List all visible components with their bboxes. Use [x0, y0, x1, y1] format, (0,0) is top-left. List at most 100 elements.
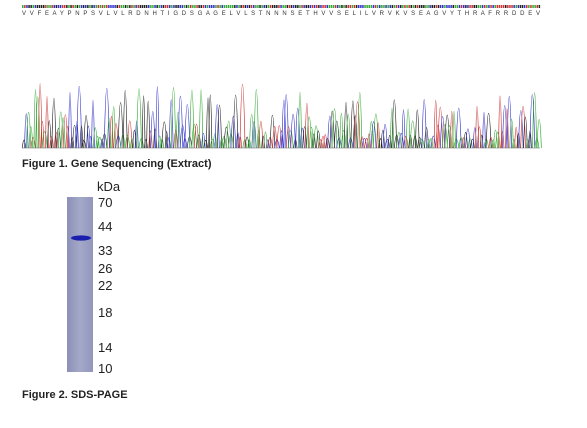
trace-peak: [129, 138, 135, 149]
base-call: [244, 5, 247, 8]
base-call: [158, 5, 160, 8]
base-call: [475, 5, 478, 8]
base-call: [24, 5, 26, 8]
trace-peak: [120, 133, 126, 149]
trace-peak: [288, 130, 294, 149]
base-call: [217, 5, 219, 8]
trace-peak: [103, 88, 110, 149]
trace-peak: [340, 129, 347, 149]
trace-peak: [520, 106, 526, 149]
trace-peak: [28, 126, 34, 149]
base-call: [276, 5, 278, 8]
trace-peak: [295, 108, 301, 149]
trace-peak: [109, 115, 114, 149]
base-call: [330, 5, 333, 8]
trace-peak: [309, 126, 314, 149]
base-call: [490, 5, 492, 8]
trace-peak: [276, 125, 283, 149]
base-call: [286, 5, 289, 8]
trace-peak: [184, 104, 191, 149]
trace-peak: [203, 139, 208, 149]
base-call: [139, 5, 142, 8]
base-call: [89, 5, 91, 8]
base-call: [173, 5, 175, 8]
trace-peak: [122, 90, 128, 149]
base-call: [57, 5, 60, 8]
base-call: [515, 5, 517, 8]
base-call: [393, 5, 396, 8]
trace-peak: [157, 135, 162, 149]
base-call: [34, 5, 37, 8]
marker-label: 33: [98, 243, 112, 258]
trace-peak: [339, 112, 344, 149]
trace-peak: [298, 92, 302, 149]
figure-caption: Figure 1. Gene Sequencing (Extract): [22, 158, 212, 170]
trace-peak: [318, 139, 324, 149]
trace-peak: [446, 125, 453, 149]
trace-peak: [56, 127, 61, 149]
base-call: [261, 5, 263, 8]
base-call: [467, 5, 469, 8]
trace-peak: [41, 131, 48, 149]
trace-peak: [221, 135, 227, 149]
base-call: [229, 5, 232, 8]
base-call: [334, 5, 337, 8]
base-call: [91, 5, 93, 8]
base-call: [59, 5, 62, 8]
base-call: [250, 5, 253, 8]
base-call: [288, 5, 291, 8]
trace-peak: [482, 111, 486, 149]
trace-peak: [146, 100, 151, 149]
base-call: [370, 5, 373, 8]
base-call: [70, 5, 72, 8]
base-call: [213, 5, 215, 8]
base-call: [295, 5, 297, 8]
trace-peak: [134, 120, 139, 149]
base-call: [26, 5, 28, 8]
base-call: [282, 5, 284, 8]
base-call: [38, 5, 41, 8]
trace-peak: [127, 120, 133, 149]
base-call: [87, 5, 89, 8]
trace-peak: [33, 89, 38, 149]
base-call: [64, 5, 66, 8]
base-call: [202, 5, 205, 8]
trace-peak: [83, 115, 89, 149]
trace-peak: [396, 131, 402, 149]
base-call: [360, 5, 362, 8]
base-call: [446, 5, 448, 8]
base-call: [381, 5, 383, 8]
trace-peak: [124, 134, 131, 149]
base-call: [530, 5, 532, 8]
base-call: [347, 5, 349, 8]
trace-peak: [523, 116, 528, 149]
trace-peak: [505, 108, 509, 149]
trace-peak: [49, 136, 54, 149]
base-call: [538, 5, 541, 8]
trace-peak: [498, 95, 503, 149]
base-call: [463, 5, 465, 8]
base-call: [183, 5, 186, 8]
trace-peak: [323, 134, 328, 149]
chromatogram: [21, 5, 542, 149]
base-call: [141, 5, 144, 8]
base-call: [313, 5, 316, 8]
trace-peak: [111, 106, 116, 149]
trace-peak: [290, 113, 296, 149]
base-call: [502, 5, 505, 8]
base-call: [326, 5, 328, 8]
base-call: [484, 5, 486, 8]
base-call: [425, 5, 427, 8]
trace-peak: [329, 110, 335, 149]
trace-peak: [367, 133, 371, 149]
trace-peak: [186, 136, 193, 149]
base-call: [271, 5, 274, 8]
trace-peak: [493, 129, 498, 149]
base-call: [402, 5, 404, 8]
trace-peak: [230, 115, 237, 149]
base-call: [385, 5, 387, 8]
base-call: [343, 5, 345, 8]
trace-peak: [81, 139, 87, 149]
base-call: [156, 5, 158, 8]
